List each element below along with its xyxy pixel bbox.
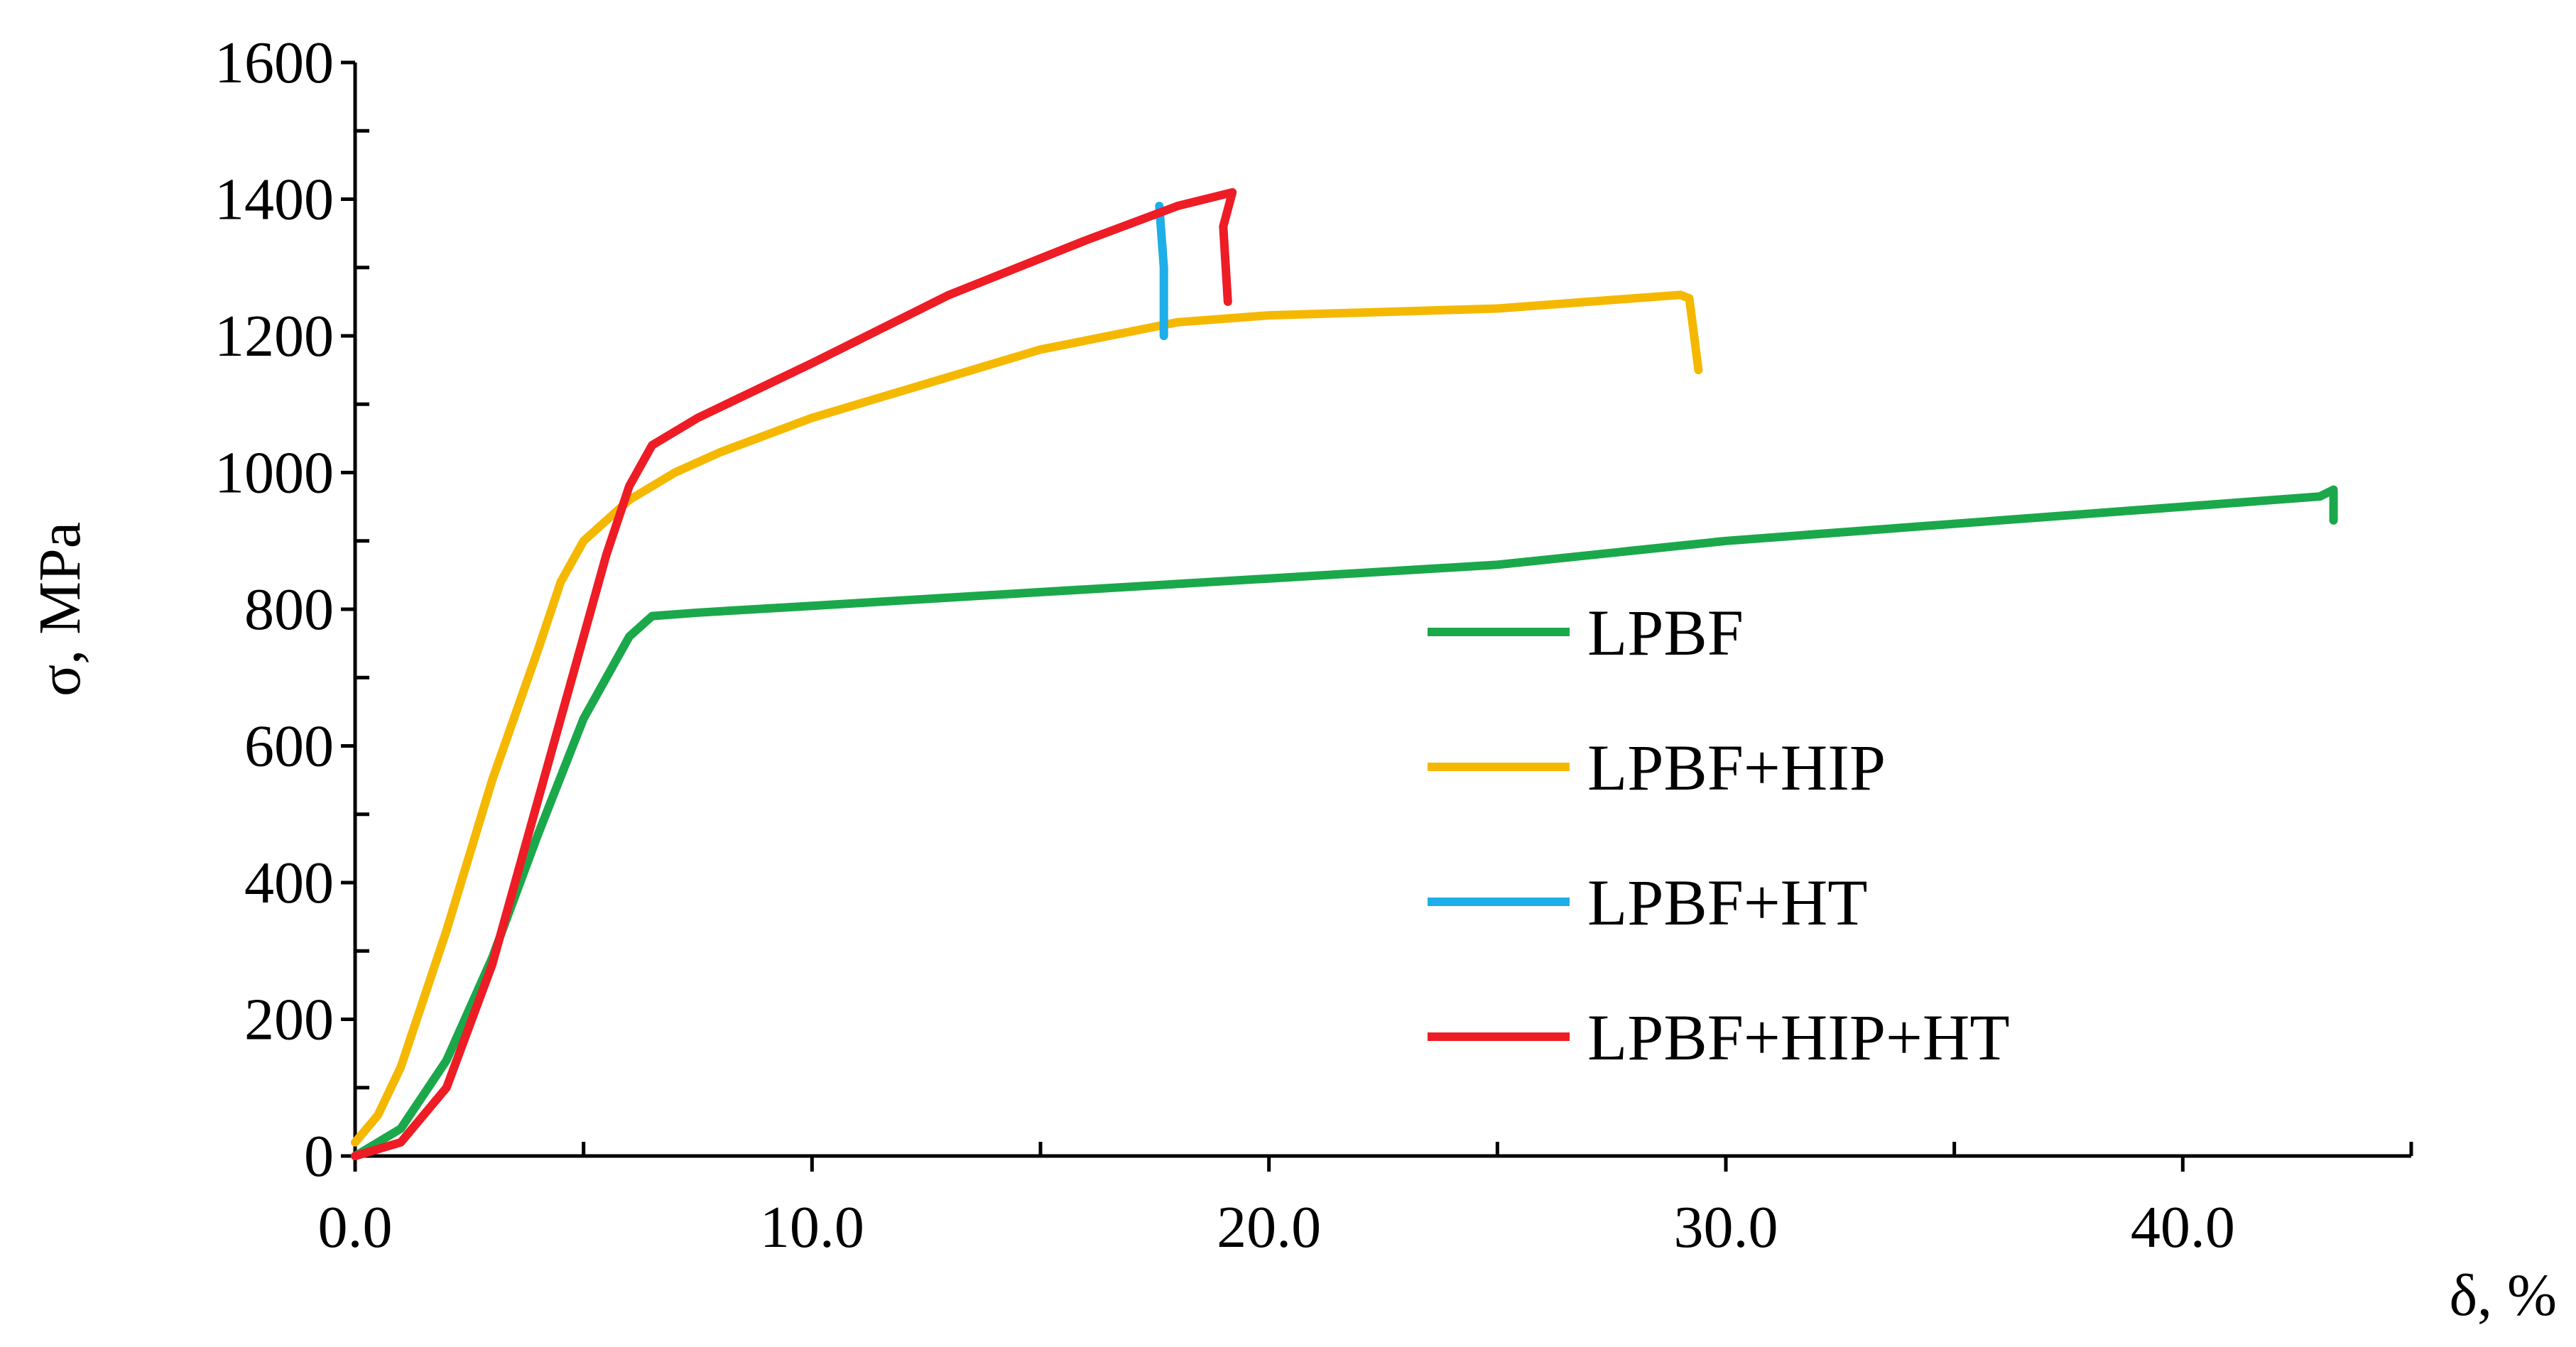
y-tick-label: 200	[244, 987, 334, 1053]
x-tick-label: 40.0	[2131, 1194, 2235, 1260]
x-tick-label: 10.0	[760, 1194, 864, 1260]
y-tick-label: 1000	[214, 440, 334, 506]
y-axis-title: σ, MPa	[27, 522, 93, 697]
series-line-lpbf	[351, 485, 2338, 1160]
y-tick-label: 1600	[214, 30, 334, 96]
x-tick-label: 0.0	[318, 1194, 393, 1260]
axes: 0 200 400 600 800 1000 1200 1400 1600 0.0 10.0 20.0…	[214, 30, 2413, 1260]
y-tick-label: 600	[244, 714, 334, 780]
legend: LPBF LPBF+HIP LPBF+HT LPBF+HIP+HT	[1428, 596, 2010, 1074]
y-tick-label: 800	[244, 577, 334, 643]
series-line-lpbf-hip	[351, 290, 1703, 1147]
legend-label: LPBF+HIP+HT	[1587, 1001, 2010, 1074]
legend-label: LPBF+HT	[1587, 866, 1867, 939]
legend-label: LPBF	[1587, 596, 1744, 669]
series-line-lpbf-hip-ht	[351, 187, 1237, 1160]
legend-label: LPBF+HIP	[1587, 731, 1886, 804]
y-tick-label: 1400	[214, 167, 334, 233]
x-tick-label: 20.0	[1217, 1194, 1321, 1260]
y-tick-label: 1200	[214, 303, 334, 369]
y-tick-label: 0	[304, 1123, 334, 1189]
y-tick-label: 400	[244, 850, 334, 916]
series-line-lpbf-ht	[1155, 202, 1168, 340]
series-layer	[351, 187, 2338, 1160]
x-axis-title: δ, %	[2449, 1263, 2557, 1329]
x-tick-label: 30.0	[1674, 1194, 1778, 1260]
